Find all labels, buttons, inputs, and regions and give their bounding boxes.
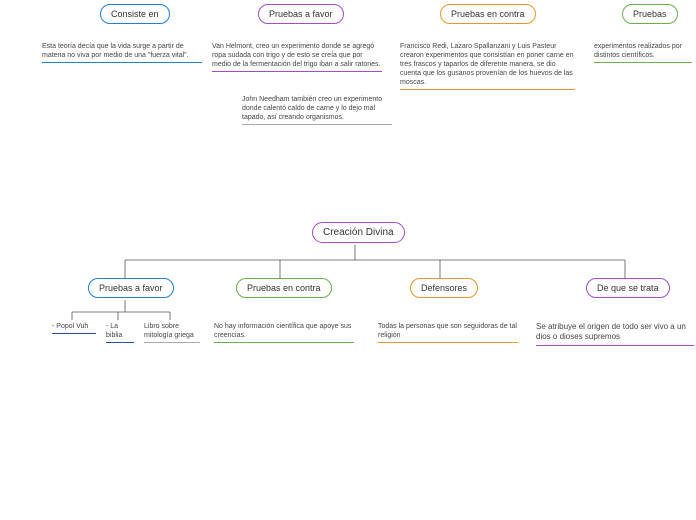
label: Pruebas en contra	[451, 9, 525, 19]
node-pruebas-top[interactable]: Pruebas	[622, 4, 678, 24]
cd-contra-text: No hay información científica que apoye …	[214, 322, 354, 347]
node-cd-contra[interactable]: Pruebas en contra	[236, 278, 332, 298]
text-pruebas-top: experimentos realizados por distintos ci…	[594, 42, 692, 67]
connectors	[0, 0, 696, 520]
cd-favor-item3: Libro sobre mitología griega	[144, 322, 200, 347]
node-cd-defensores[interactable]: Defensores	[410, 278, 478, 298]
text-favor-top-2: John Needham también creo un experimento…	[242, 95, 392, 129]
label: De que se trata	[597, 283, 659, 293]
cd-favor-item2: - La biblia	[106, 322, 134, 347]
node-cd-trata[interactable]: De que se trata	[586, 278, 670, 298]
node-cd-favor[interactable]: Pruebas a favor	[88, 278, 174, 298]
node-consiste[interactable]: Consiste en	[100, 4, 170, 24]
label: Defensores	[421, 283, 467, 293]
label: Pruebas en contra	[247, 283, 321, 293]
cd-favor-item1: - Popol Vuh	[52, 322, 96, 338]
label: Creación Divina	[323, 227, 394, 238]
label: Pruebas a favor	[269, 9, 333, 19]
node-creacion[interactable]: Creación Divina	[312, 222, 405, 243]
label: Consiste en	[111, 9, 159, 19]
text-consiste: Esta teoría decía que la vida surge a pa…	[42, 42, 202, 67]
node-favor-top[interactable]: Pruebas a favor	[258, 4, 344, 24]
cd-defensores-text: Todas la personas que son seguidoras de …	[378, 322, 518, 347]
cd-trata-text: Se atribuye el origen de todo ser vivo a…	[536, 322, 694, 350]
node-contra-top[interactable]: Pruebas en contra	[440, 4, 536, 24]
text-contra-top: Francisco Redi, Lazaro Spallanzani y Lui…	[400, 42, 575, 94]
label: Pruebas	[633, 9, 667, 19]
label: Pruebas a favor	[99, 283, 163, 293]
text-favor-top-1: Van Helmont, creo un experimento donde s…	[212, 42, 382, 76]
